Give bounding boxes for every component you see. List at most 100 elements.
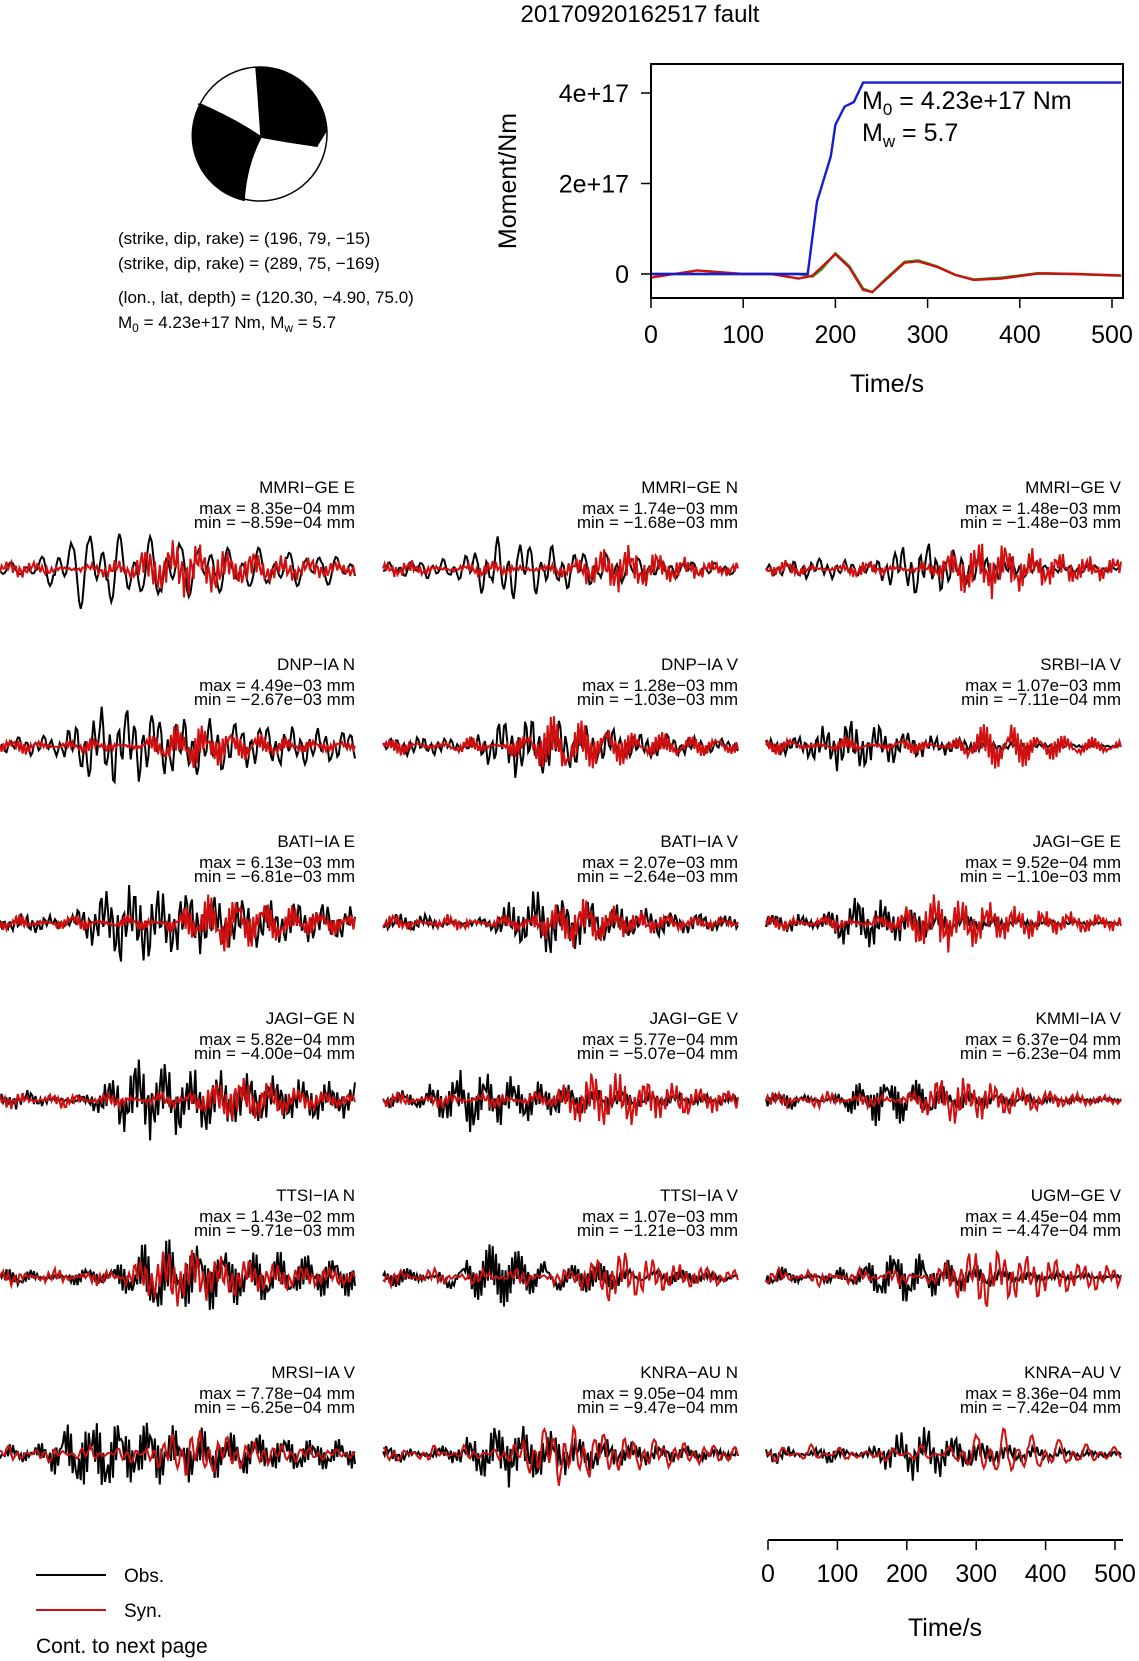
nodal-plane-2: (strike, dip, rake) = (289, 75, −169)	[118, 254, 380, 273]
station-name: MMRI−GE E	[259, 478, 355, 497]
observed-trace	[0, 706, 356, 785]
synthetic-trace	[382, 716, 739, 769]
station-max: max = 9.05e−04 mm	[582, 1384, 738, 1403]
station-min: min = −1.48e−03 mm	[960, 513, 1121, 532]
moment-series-line	[651, 81, 1122, 276]
moment-x-tick-label: 0	[644, 321, 658, 349]
station-max: max = 4.49e−03 mm	[199, 676, 355, 695]
station-max: max = 2.07e−03 mm	[582, 853, 738, 872]
legend-obs-label: Obs.	[124, 1566, 164, 1587]
synthetic-trace	[0, 540, 356, 598]
station-min: min = −4.00e−04 mm	[194, 1044, 355, 1063]
station-name: MMRI−GE N	[641, 478, 738, 497]
station-name: TTSI−IA N	[276, 1186, 355, 1205]
station-max: max = 1.43e−02 mm	[199, 1207, 355, 1226]
synthetic-trace	[382, 545, 739, 593]
synthetic-trace	[0, 1250, 356, 1307]
station-min: min = −1.21e−03 mm	[577, 1221, 738, 1240]
station-name: SRBI−IA V	[1040, 655, 1121, 674]
station-min: min = −9.47e−04 mm	[577, 1398, 738, 1417]
station-name: BATI−IA E	[277, 832, 355, 851]
synthetic-trace	[0, 1430, 356, 1477]
station-max: max = 7.78e−04 mm	[199, 1384, 355, 1403]
moment-function-chart: 0 100 200 300 400 500 0 2e+17 4e+17 Time/s Momen…	[494, 63, 1133, 398]
station-min: min = −6.23e−04 mm	[960, 1044, 1121, 1063]
moment-y-tick-label: 2e+17	[559, 171, 629, 199]
station-max: max = 1.28e−03 mm	[582, 676, 738, 695]
moment-annotation-mw: Mw = 5.7	[862, 119, 958, 151]
station-max: max = 8.36e−04 mm	[965, 1384, 1121, 1403]
moment-annotation-m0: M0 = 4.23e+17 Nm	[862, 87, 1072, 119]
synthetic-trace	[765, 1427, 1122, 1473]
station-name: JAGI−GE V	[650, 1009, 739, 1028]
station-min: min = −7.42e−04 mm	[960, 1398, 1121, 1417]
moment-magnitude-line: M0 = 4.23e+17 Nm, Mw = 5.7	[118, 313, 336, 335]
moment-x-axis-label: Time/s	[850, 370, 924, 398]
station-max: max = 1.07e−03 mm	[965, 676, 1121, 695]
waveform-x-tick-label: 100	[817, 1560, 859, 1588]
station-name: DNP−IA N	[277, 655, 355, 674]
moment-x-tick-label: 400	[999, 321, 1041, 349]
synthetic-trace	[765, 724, 1122, 769]
station-max: max = 4.45e−04 mm	[965, 1207, 1121, 1226]
station-min: min = −6.25e−04 mm	[194, 1398, 355, 1417]
station-min: min = −4.47e−04 mm	[960, 1221, 1121, 1240]
station-max: max = 6.13e−03 mm	[199, 853, 355, 872]
station-name: TTSI−IA V	[660, 1186, 739, 1205]
station-max: max = 6.37e−04 mm	[965, 1030, 1121, 1049]
waveform-x-tick-label: 400	[1025, 1560, 1067, 1588]
station-min: min = −2.64e−03 mm	[577, 867, 738, 886]
figure-title: 20170920162517 fault	[521, 1, 760, 28]
station-name: KNRA−AU N	[640, 1363, 738, 1382]
waveform-x-tick-label: 0	[761, 1560, 775, 1588]
station-name: DNP−IA V	[661, 655, 739, 674]
synthetic-trace	[0, 724, 356, 769]
synthetic-trace	[382, 1252, 739, 1302]
moment-x-tick-label: 500	[1091, 321, 1133, 349]
moment-x-tick-label: 100	[722, 321, 764, 349]
station-name: JAGI−GE N	[266, 1009, 355, 1028]
synthetic-trace	[765, 1249, 1122, 1308]
synthetic-trace	[765, 894, 1122, 953]
moment-y-tick-label: 0	[615, 261, 629, 289]
waveform-time-axis: Time/s 0 100 200 300 400 500	[761, 1539, 1136, 1642]
synthetic-trace	[382, 899, 739, 948]
station-min: min = −1.68e−03 mm	[577, 513, 738, 532]
station-name: KMMI−IA V	[1036, 1009, 1122, 1028]
station-min: min = −1.10e−03 mm	[960, 867, 1121, 886]
moment-y-axis-label: Moment/Nm	[494, 113, 522, 249]
station-name: JAGI−GE E	[1033, 832, 1121, 851]
station-name: MRSI−IA V	[271, 1363, 355, 1382]
moment-y-tick-label: 4e+17	[559, 80, 629, 108]
station-max: max = 8.35e−04 mm	[199, 499, 355, 518]
legend: Obs. Syn.	[36, 1566, 164, 1622]
station-min: min = −9.71e−03 mm	[194, 1221, 355, 1240]
station-min: min = −8.59e−04 mm	[194, 513, 355, 532]
waveform-x-tick-label: 200	[886, 1560, 928, 1588]
station-max: max = 1.07e−03 mm	[582, 1207, 738, 1226]
station-max: max = 5.82e−04 mm	[199, 1030, 355, 1049]
waveform-x-axis-label: Time/s	[908, 1614, 982, 1642]
synthetic-trace	[382, 1073, 739, 1126]
station-name: UGM−GE V	[1031, 1186, 1122, 1205]
station-min: min = −6.81e−03 mm	[194, 867, 355, 886]
moment-plot-frame	[650, 63, 1124, 299]
station-name: BATI−IA V	[660, 832, 738, 851]
synthetic-trace	[0, 894, 356, 952]
moment-x-tick-label: 200	[815, 321, 857, 349]
hypocenter-location: (lon., lat, depth) = (120.30, −4.90, 75.…	[118, 288, 414, 307]
